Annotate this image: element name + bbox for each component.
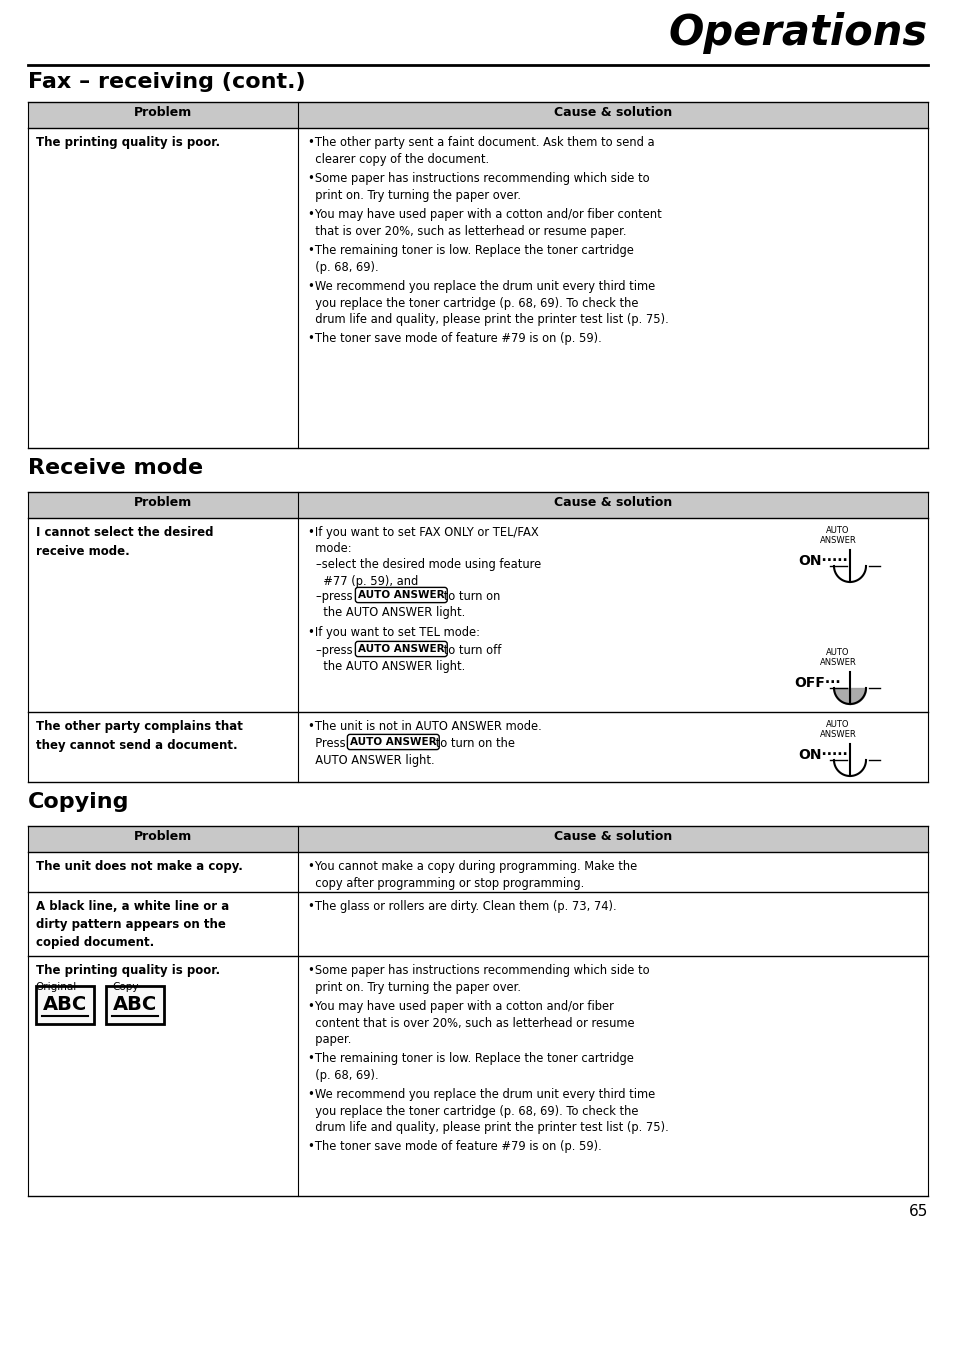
Text: AUTO
ANSWER: AUTO ANSWER — [819, 648, 856, 667]
Text: A black line, a white line or a
dirty pattern appears on the
copied document.: A black line, a white line or a dirty pa… — [36, 900, 229, 949]
Text: OFF···: OFF··· — [793, 675, 840, 690]
Text: –press: –press — [315, 644, 355, 656]
Text: •Some paper has instructions recommending which side to
  print on. Try turning : •Some paper has instructions recommendin… — [308, 173, 649, 201]
Text: •We recommend you replace the drum unit every third time
  you replace the toner: •We recommend you replace the drum unit … — [308, 280, 668, 326]
Text: •The unit is not in AUTO ANSWER mode.: •The unit is not in AUTO ANSWER mode. — [308, 720, 541, 733]
Text: Problem: Problem — [133, 830, 192, 842]
Text: •You may have used paper with a cotton and/or fiber
  content that is over 20%, : •You may have used paper with a cotton a… — [308, 1000, 634, 1046]
Text: •If you want to set TEL mode:: •If you want to set TEL mode: — [308, 625, 479, 639]
Text: the AUTO ANSWER light.: the AUTO ANSWER light. — [315, 607, 465, 619]
Text: The printing quality is poor.: The printing quality is poor. — [36, 964, 220, 977]
Text: •The toner save mode of feature #79 is on (p. 59).: •The toner save mode of feature #79 is o… — [308, 332, 601, 345]
Text: AUTO
ANSWER: AUTO ANSWER — [819, 720, 856, 740]
Text: AUTO ANSWER: AUTO ANSWER — [350, 737, 436, 747]
Text: AUTO ANSWER: AUTO ANSWER — [357, 590, 444, 600]
Bar — [36, 985, 94, 1024]
Text: The unit does not make a copy.: The unit does not make a copy. — [36, 860, 243, 874]
Text: Fax – receiving (cont.): Fax – receiving (cont.) — [28, 71, 305, 92]
Text: Cause & solution: Cause & solution — [554, 830, 672, 842]
Bar — [36, 985, 94, 1024]
Text: Cause & solution: Cause & solution — [554, 106, 672, 119]
Text: •The other party sent a faint document. Ask them to send a
  clearer copy of the: •The other party sent a faint document. … — [308, 136, 654, 166]
Text: ABC: ABC — [112, 996, 157, 1015]
Text: •You cannot make a copy during programming. Make the
  copy after programming or: •You cannot make a copy during programmi… — [308, 860, 637, 890]
Text: ON·····: ON····· — [797, 748, 847, 762]
Text: AUTO ANSWER light.: AUTO ANSWER light. — [308, 754, 435, 767]
Text: Problem: Problem — [133, 496, 192, 510]
Text: to turn on: to turn on — [439, 590, 500, 603]
Text: •The toner save mode of feature #79 is on (p. 59).: •The toner save mode of feature #79 is o… — [308, 1140, 601, 1153]
Text: ABC: ABC — [43, 996, 87, 1015]
Text: •The remaining toner is low. Replace the toner cartridge
  (p. 68, 69).: •The remaining toner is low. Replace the… — [308, 1051, 633, 1081]
Text: •The glass or rollers are dirty. Clean them (p. 73, 74).: •The glass or rollers are dirty. Clean t… — [308, 900, 616, 913]
Text: •The remaining toner is low. Replace the toner cartridge
  (p. 68, 69).: •The remaining toner is low. Replace the… — [308, 244, 633, 274]
Text: •You may have used paper with a cotton and/or fiber content
  that is over 20%, : •You may have used paper with a cotton a… — [308, 208, 661, 237]
Text: to turn on the: to turn on the — [432, 737, 515, 749]
Text: •Some paper has instructions recommending which side to
  print on. Try turning : •Some paper has instructions recommendin… — [308, 964, 649, 993]
Text: AUTO
ANSWER: AUTO ANSWER — [819, 526, 856, 546]
Text: Cause & solution: Cause & solution — [554, 496, 672, 510]
Bar — [106, 985, 164, 1024]
Text: ON·····: ON····· — [797, 554, 847, 568]
Text: Copy: Copy — [112, 981, 139, 992]
Bar — [28, 492, 927, 518]
Text: to turn off: to turn off — [439, 644, 501, 656]
Text: –select the desired mode using feature
  #77 (p. 59), and: –select the desired mode using feature #… — [315, 558, 540, 588]
Bar — [28, 826, 927, 852]
Text: I cannot select the desired
receive mode.: I cannot select the desired receive mode… — [36, 526, 213, 558]
Text: Problem: Problem — [133, 106, 192, 119]
Text: Original: Original — [35, 981, 76, 992]
Bar — [106, 985, 164, 1024]
Text: 65: 65 — [907, 1204, 927, 1219]
Text: the AUTO ANSWER light.: the AUTO ANSWER light. — [315, 661, 465, 673]
Text: •We recommend you replace the drum unit every third time
  you replace the toner: •We recommend you replace the drum unit … — [308, 1088, 668, 1134]
Text: Copying: Copying — [28, 793, 130, 811]
Text: AUTO ANSWER: AUTO ANSWER — [357, 644, 444, 654]
Text: •If you want to set FAX ONLY or TEL/FAX
  mode:: •If you want to set FAX ONLY or TEL/FAX … — [308, 526, 538, 555]
Text: Receive mode: Receive mode — [28, 458, 203, 479]
Text: Press: Press — [308, 737, 349, 749]
Text: –press: –press — [315, 590, 355, 603]
Bar — [28, 102, 927, 128]
Text: The printing quality is poor.: The printing quality is poor. — [36, 136, 220, 150]
Text: Operations: Operations — [668, 12, 927, 54]
Text: The other party complains that
they cannot send a document.: The other party complains that they cann… — [36, 720, 243, 752]
